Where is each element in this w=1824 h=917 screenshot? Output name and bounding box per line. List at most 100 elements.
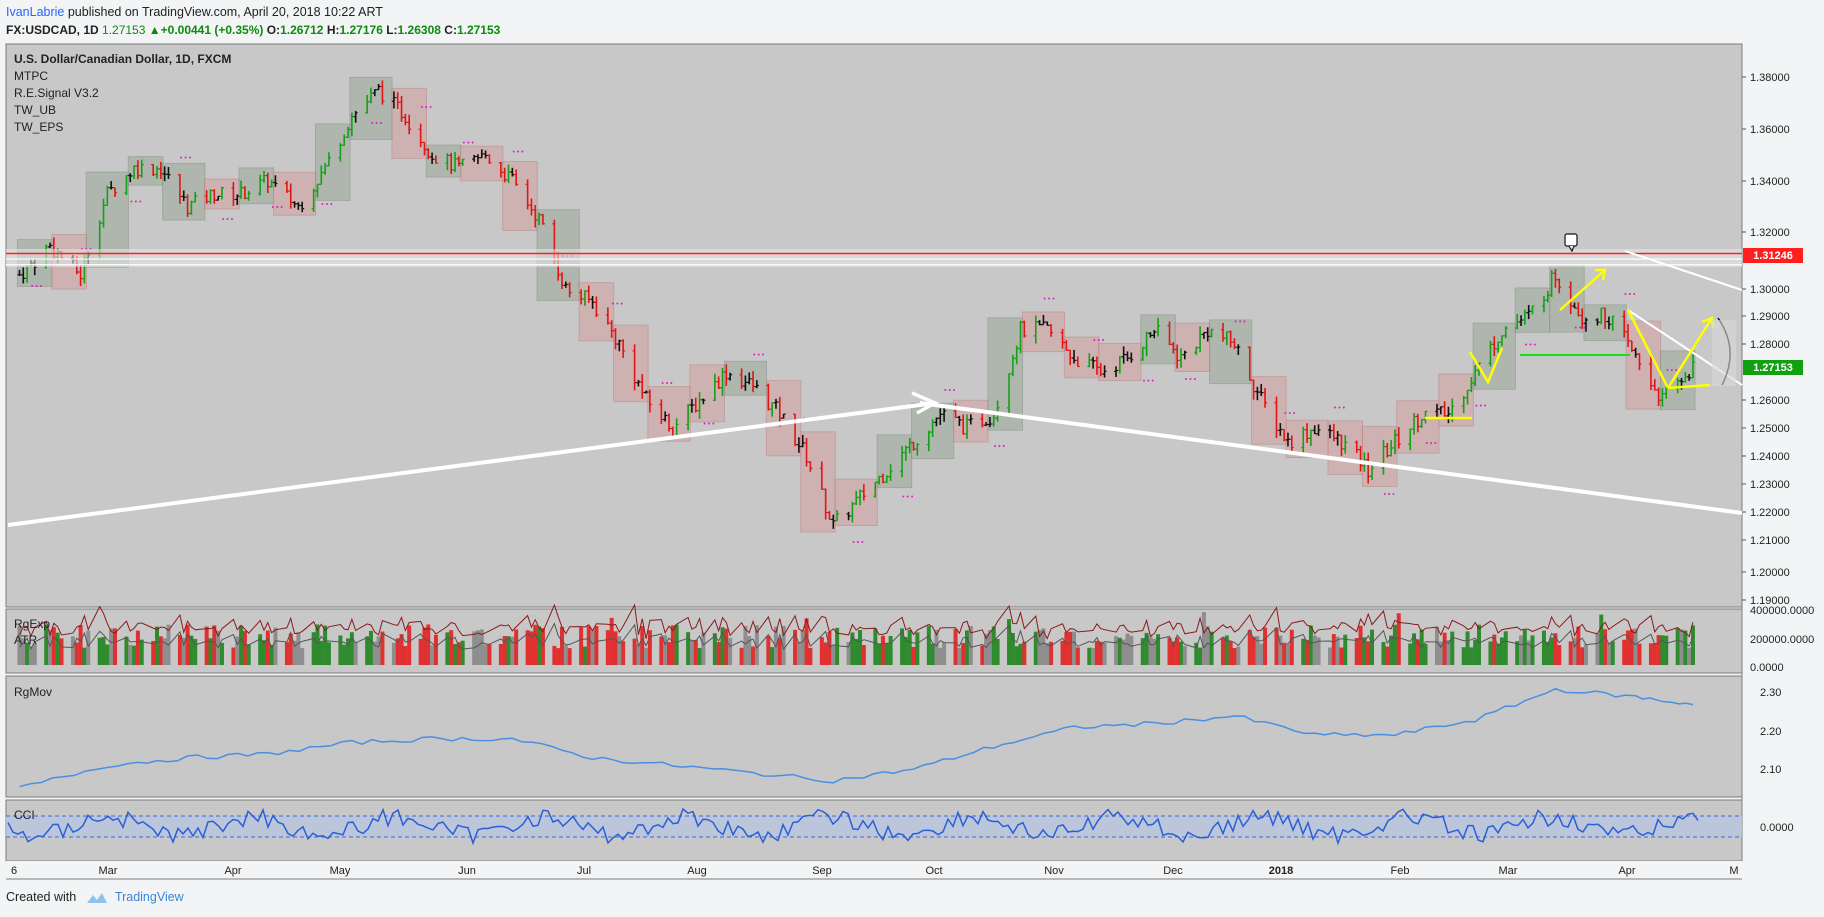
volume-bar <box>1339 647 1344 665</box>
high-value: 1.27176 <box>339 23 383 37</box>
signal-dot: • • • <box>661 380 673 387</box>
volume-bar <box>1553 633 1558 665</box>
quote-line: FX:USDCAD, 1D 1.27153 ▲+0.00441 (+0.35%)… <box>6 21 500 39</box>
volume-bar <box>858 630 863 665</box>
volume-bar <box>502 636 507 665</box>
volume-bar <box>712 633 717 665</box>
volume-bar <box>112 628 117 665</box>
price-tick-label: 1.30000 <box>1750 284 1790 296</box>
volume-bar <box>1072 631 1077 665</box>
volume-bar <box>1496 643 1501 665</box>
volume-bar <box>1412 633 1417 665</box>
time-tick-label: Sep <box>812 865 832 877</box>
volume-bar <box>1389 635 1394 665</box>
volume-bar <box>1117 637 1122 665</box>
volume-bar <box>1366 641 1371 665</box>
indicator-label-tweps: TW_EPS <box>14 120 63 134</box>
volume-bar <box>1236 646 1241 665</box>
volume-bar <box>1381 641 1386 665</box>
volume-bar <box>346 638 351 665</box>
volume-bar <box>850 632 855 665</box>
volume-bar <box>907 629 912 665</box>
falling-trendline[interactable] <box>919 401 1743 515</box>
volume-bar <box>418 638 423 665</box>
upper-channel-line[interactable] <box>1624 250 1743 291</box>
volume-bar <box>1438 641 1443 665</box>
volume-bar <box>1583 644 1588 665</box>
volume-bar <box>1335 636 1340 665</box>
tradingview-brand[interactable]: TradingView <box>114 890 184 904</box>
signal-dot: • • • <box>512 149 524 156</box>
volume-bar <box>28 647 33 665</box>
resistance-badge <box>1743 248 1803 263</box>
volume-bar <box>1522 629 1527 665</box>
chart-title: U.S. Dollar/Canadian Dollar, 1D, FXCM <box>14 52 231 66</box>
volume-bar <box>1255 636 1260 665</box>
volume-bar <box>1477 624 1482 665</box>
volume-bar <box>1140 638 1145 665</box>
volume-bar <box>873 628 878 665</box>
volume-bar <box>930 643 935 665</box>
volume-bar <box>323 625 328 665</box>
yellow-arrowhead-1 <box>1595 268 1607 281</box>
volume-bar <box>1637 643 1642 665</box>
volume-bar <box>846 641 851 665</box>
volume-bar <box>219 642 224 665</box>
volume-bar <box>1473 639 1478 665</box>
volume-bar <box>747 636 752 665</box>
volume-bar <box>1370 629 1375 665</box>
rising-trendline[interactable] <box>7 401 936 527</box>
volume-bar <box>1152 638 1157 665</box>
price-tick-label: 1.24000 <box>1750 451 1790 463</box>
volume-bar <box>1610 641 1615 665</box>
signal-box <box>1472 322 1516 390</box>
volume-bar <box>1469 647 1474 665</box>
volume-bar <box>1102 642 1107 665</box>
volume-bar <box>686 632 691 665</box>
volume-bar <box>1045 642 1050 665</box>
volume-bar <box>1434 626 1439 665</box>
indicator-label-twub: TW_UB <box>14 103 56 117</box>
volume-bar <box>724 628 729 665</box>
volume-bar <box>1018 643 1023 665</box>
rgmov-pane[interactable] <box>5 675 1743 798</box>
volume-bar <box>804 618 809 665</box>
volume-bar <box>861 645 866 665</box>
volume-bar <box>884 643 889 665</box>
volume-bar <box>579 627 584 665</box>
time-tick-label: 2018 <box>1269 865 1293 877</box>
volume-bar <box>888 635 893 665</box>
price-axis[interactable] <box>1742 44 1824 861</box>
high-label: H: <box>326 23 340 37</box>
volume-bar <box>391 642 396 665</box>
volume-bar <box>1198 647 1203 665</box>
volume-bar <box>246 644 251 665</box>
volume-bar <box>1442 632 1447 665</box>
price-tick-label: 1.38000 <box>1750 72 1790 84</box>
created-with-text: Created with <box>6 890 77 904</box>
volume-bar <box>819 637 824 665</box>
indicator-label-mtpc: MTPC <box>14 69 48 83</box>
volume-bar <box>177 634 182 665</box>
rgmov-tick-label: 2.30 <box>1760 687 1781 699</box>
chart-canvas[interactable]: • • • • • • • • • • • • • • • • • • • • • • • •… <box>0 0 1824 890</box>
price-tick-label: 1.34000 <box>1750 176 1790 188</box>
projection-arrows[interactable] <box>1425 268 1715 420</box>
time-axis[interactable] <box>6 861 1742 879</box>
volume-bar <box>269 644 274 665</box>
volume-bar <box>315 624 320 665</box>
close-value: 1.27153 <box>456 23 501 37</box>
volume-tick-label: 200000.0000 <box>1750 634 1814 646</box>
author-link[interactable]: IvanLabrie <box>6 5 65 19</box>
volume-bar <box>1156 634 1161 665</box>
volume-bar <box>433 634 438 665</box>
volume-bar <box>670 625 675 665</box>
volume-bar <box>449 630 454 665</box>
volume-bar <box>529 631 534 665</box>
volume-tick-label: 0.0000 <box>1750 662 1784 674</box>
volume-bar <box>1194 642 1199 665</box>
volume-bar <box>609 617 614 665</box>
volume-bar <box>231 647 236 665</box>
signal-dot: • • • <box>1426 441 1438 448</box>
volume-bar <box>514 629 519 665</box>
